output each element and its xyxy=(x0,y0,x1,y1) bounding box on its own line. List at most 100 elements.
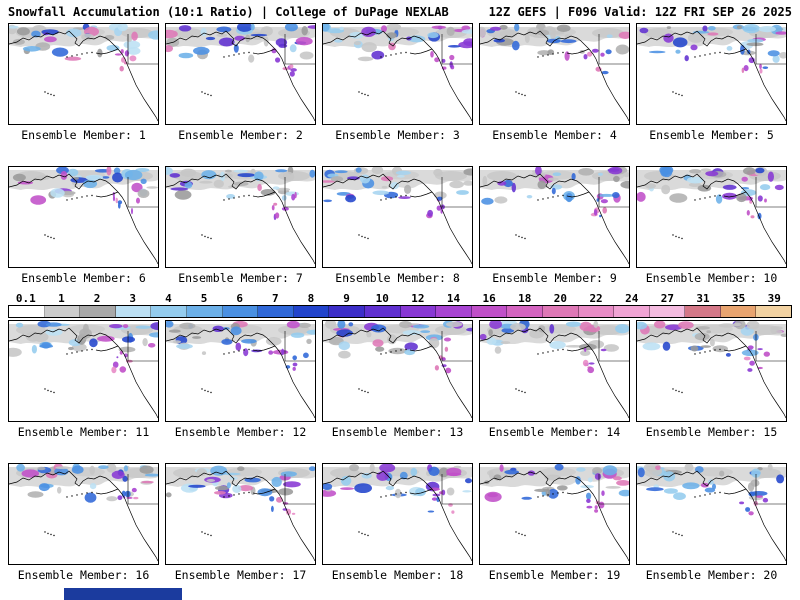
colorbar: 0.1 1 2 3 4 5 6 7 8 9 10 12 14 16 18 20 22 24 27 31 35 39 xyxy=(0,291,800,318)
map-panel-12: Ensemble Member: 12 xyxy=(165,320,316,439)
member-label: Ensemble Member: 11 xyxy=(17,425,150,439)
ensemble-map xyxy=(165,463,316,565)
map-panel-1: Ensemble Member: 1 xyxy=(8,23,159,142)
colorbar-tick: 10 xyxy=(375,292,389,305)
ensemble-map xyxy=(479,463,630,565)
member-label: Ensemble Member: 2 xyxy=(178,128,303,142)
colorbar-tick: 22 xyxy=(589,292,603,305)
colorbar-segment xyxy=(222,306,259,317)
colorbar-tick: 24 xyxy=(625,292,639,305)
colorbar-tick: 6 xyxy=(236,292,243,305)
colorbar-segment xyxy=(720,306,757,317)
map-panel-16: Ensemble Member: 16 xyxy=(8,463,159,582)
member-label: Ensemble Member: 3 xyxy=(335,128,460,142)
ensemble-map xyxy=(165,166,316,268)
member-label: Ensemble Member: 19 xyxy=(488,568,621,582)
map-panel-13: Ensemble Member: 13 xyxy=(322,320,473,439)
colorbar-tick: 4 xyxy=(165,292,172,305)
colorbar-tick: 2 xyxy=(93,292,101,305)
colorbar-tick: 18 xyxy=(518,292,532,305)
colorbar-segment xyxy=(293,306,330,317)
member-label: Ensemble Member: 6 xyxy=(21,271,146,285)
map-panel-17: Ensemble Member: 17 xyxy=(165,463,316,582)
colorbar-tick: 31 xyxy=(696,292,710,305)
ensemble-map xyxy=(322,166,473,268)
map-panel-11: Ensemble Member: 11 xyxy=(8,320,159,439)
map-row-2: Ensemble Member: 6 Ensemble Member: 7 Ense… xyxy=(0,166,800,285)
colorbar-segment xyxy=(649,306,686,317)
colorbar-segment xyxy=(756,306,792,317)
colorbar-tick: 5 xyxy=(200,292,208,305)
ensemble-map xyxy=(8,166,159,268)
ensemble-map xyxy=(479,320,630,422)
map-row-1: Ensemble Member: 1 Ensemble Member: 2 Ense… xyxy=(0,23,800,142)
ensemble-map xyxy=(636,23,787,125)
member-label: Ensemble Member: 15 xyxy=(645,425,778,439)
colorbar-segment xyxy=(471,306,508,317)
colorbar-segment xyxy=(186,306,223,317)
colorbar-segment xyxy=(436,306,472,317)
map-panel-10: Ensemble Member: 10 xyxy=(636,166,787,285)
ensemble-map xyxy=(636,463,787,565)
map-panel-15: Ensemble Member: 15 xyxy=(636,320,787,439)
member-label: Ensemble Member: 8 xyxy=(335,271,460,285)
ensemble-map xyxy=(636,166,787,268)
footer-bar xyxy=(64,588,182,600)
member-label: Ensemble Member: 7 xyxy=(178,271,303,285)
colorbar-tick: 20 xyxy=(553,292,568,305)
map-row-3: Ensemble Member: 11 Ensemble Member: 12 En… xyxy=(0,320,800,439)
map-panel-7: Ensemble Member: 7 xyxy=(165,166,316,285)
colorbar-tick: 0.1 xyxy=(15,292,36,305)
member-label: Ensemble Member: 17 xyxy=(174,568,307,582)
colorbar-ticks: 0.1 1 2 3 4 5 6 7 8 9 10 12 14 16 18 20 22 24 27 31 35 39 xyxy=(8,291,792,305)
map-panel-3: Ensemble Member: 3 xyxy=(322,23,473,142)
plot-title: Snowfall Accumulation (10:1 Ratio) | Col… xyxy=(8,5,449,19)
colorbar-tick: 12 xyxy=(411,292,425,305)
colorbar-tick: 7 xyxy=(271,292,279,305)
colorbar-tick: 16 xyxy=(482,292,496,305)
colorbar-tick: 1 xyxy=(58,292,65,305)
colorbar-segment xyxy=(329,306,365,317)
map-panel-20: Ensemble Member: 20 xyxy=(636,463,787,582)
colorbar-segment xyxy=(685,306,721,317)
ensemble-map xyxy=(322,23,473,125)
ensemble-map xyxy=(479,23,630,125)
ensemble-map xyxy=(165,320,316,422)
colorbar-segment xyxy=(151,306,187,317)
member-label: Ensemble Member: 9 xyxy=(492,271,617,285)
map-panel-6: Ensemble Member: 6 xyxy=(8,166,159,285)
member-label: Ensemble Member: 4 xyxy=(492,128,617,142)
colorbar-tick: 14 xyxy=(446,292,461,305)
ensemble-map xyxy=(8,463,159,565)
map-row-4: Ensemble Member: 16 Ensemble Member: 17 En… xyxy=(0,463,800,582)
ensemble-map xyxy=(479,166,630,268)
member-label: Ensemble Member: 16 xyxy=(17,568,150,582)
colorbar-tick: 27 xyxy=(660,292,674,305)
map-panel-2: Ensemble Member: 2 xyxy=(165,23,316,142)
colorbar-tick: 3 xyxy=(129,292,137,305)
run-valid-label: 12Z GEFS | F096 Valid: 12Z FRI SEP 26 20… xyxy=(488,5,792,19)
colorbar-scale xyxy=(8,305,792,318)
colorbar-segment xyxy=(258,306,294,317)
member-label: Ensemble Member: 12 xyxy=(174,425,307,439)
ensemble-map xyxy=(322,320,473,422)
map-panel-5: Ensemble Member: 5 xyxy=(636,23,787,142)
colorbar-segment xyxy=(542,306,579,317)
colorbar-segment xyxy=(400,306,437,317)
colorbar-tick: 9 xyxy=(343,292,350,305)
map-panel-4: Ensemble Member: 4 xyxy=(479,23,630,142)
colorbar-tick: 39 xyxy=(767,292,781,305)
member-label: Ensemble Member: 5 xyxy=(649,128,774,142)
map-panel-8: Ensemble Member: 8 xyxy=(322,166,473,285)
member-label: Ensemble Member: 10 xyxy=(645,271,778,285)
ensemble-map xyxy=(8,320,159,422)
colorbar-segment xyxy=(115,306,152,317)
title-bar: Snowfall Accumulation (10:1 Ratio) | Col… xyxy=(0,0,800,20)
ensemble-map xyxy=(8,23,159,125)
member-label: Ensemble Member: 14 xyxy=(488,425,621,439)
colorbar-segment xyxy=(507,306,543,317)
colorbar-segment xyxy=(614,306,650,317)
map-panel-9: Ensemble Member: 9 xyxy=(479,166,630,285)
map-panel-14: Ensemble Member: 14 xyxy=(479,320,630,439)
member-label: Ensemble Member: 1 xyxy=(21,128,146,142)
